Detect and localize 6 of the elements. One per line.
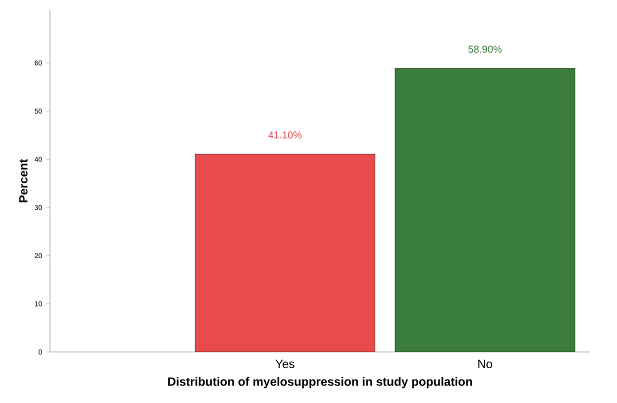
data-label: 41.10% bbox=[268, 131, 302, 138]
x-axis-title: Distribution of myelosuppression in study population bbox=[168, 377, 472, 388]
x-tick-label: Yes bbox=[275, 360, 294, 368]
y-axis-title: Percent bbox=[19, 159, 28, 202]
data-label: 58.90% bbox=[468, 46, 502, 53]
x-tick-label: No bbox=[478, 360, 492, 368]
